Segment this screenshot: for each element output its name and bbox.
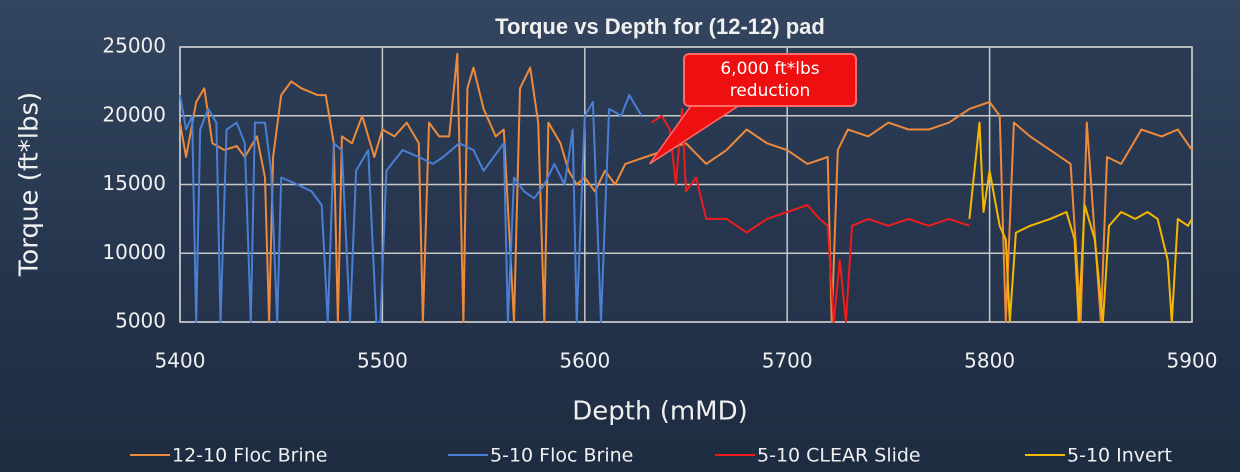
x-tick-label: 5600 — [559, 349, 610, 373]
x-tick-label: 5500 — [357, 349, 408, 373]
y-tick-label: 20000 — [102, 102, 166, 126]
x-axis-label: Depth (mMD) — [572, 397, 748, 427]
annotation: 6,000 ft*lbs reduction — [683, 53, 857, 107]
x-tick-label: 5900 — [1167, 349, 1218, 373]
series-line — [651, 107, 970, 323]
series-line — [179, 94, 643, 323]
y-axis-label: Torque (ft*lbs) — [15, 92, 45, 277]
legend-label: 5-10 Invert — [1067, 445, 1172, 467]
legend-label: 5-10 Floc Brine — [490, 445, 633, 467]
y-tick-label: 5000 — [115, 309, 166, 333]
y-tick-label: 10000 — [102, 240, 166, 264]
series-line — [179, 52, 1193, 323]
y-tick-label: 15000 — [102, 171, 166, 195]
legend-label: 5-10 CLEAR Slide — [757, 445, 921, 467]
x-tick-label: 5700 — [762, 349, 813, 373]
chart-title: Torque vs Depth for (12-12) pad — [495, 14, 825, 39]
x-tick-label: 5800 — [964, 349, 1015, 373]
y-tick-label: 25000 — [102, 34, 166, 58]
series-line — [968, 121, 1193, 323]
x-tick-label: 5400 — [155, 349, 206, 373]
legend-label: 12-10 Floc Brine — [172, 445, 327, 467]
